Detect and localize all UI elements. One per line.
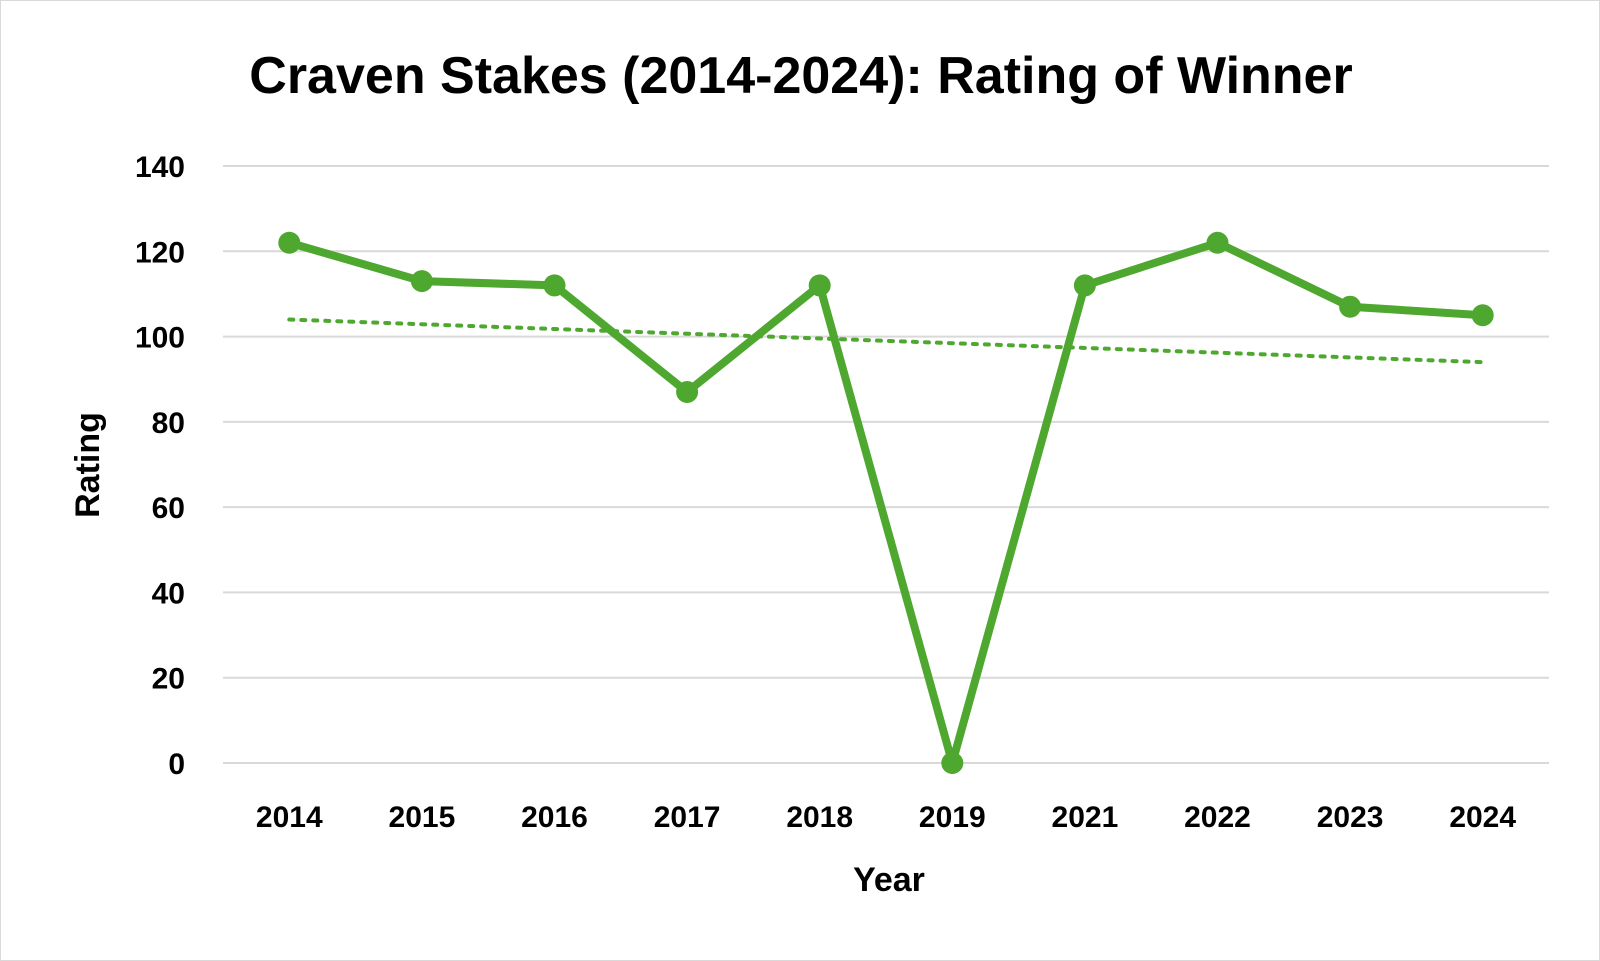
data-point-marker	[410, 270, 433, 293]
y-tick-label: 40	[152, 577, 185, 610]
y-tick-label: 60	[152, 492, 185, 525]
y-tick-label: 20	[152, 663, 185, 696]
gridlines	[223, 165, 1549, 764]
x-tick-label: 2017	[654, 801, 721, 834]
data-point-marker	[1339, 295, 1362, 318]
series-group	[278, 231, 1494, 774]
x-tick-label: 2015	[389, 801, 456, 834]
x-tick-label: 2022	[1184, 801, 1251, 834]
data-point-marker	[543, 274, 566, 297]
data-point-marker	[808, 274, 831, 297]
x-tick-label: 2023	[1317, 801, 1384, 834]
y-tick-label: 80	[152, 407, 185, 440]
trendline	[287, 317, 1485, 365]
x-tick-label: 2021	[1052, 801, 1119, 834]
y-tick-label: 120	[135, 236, 185, 269]
x-tick-label: 2018	[786, 801, 853, 834]
data-point-marker	[1206, 231, 1229, 254]
data-point-marker	[941, 752, 964, 774]
x-tick-label: 2019	[919, 801, 986, 834]
y-tick-label: 140	[135, 151, 185, 184]
data-point-marker	[1471, 304, 1494, 327]
trendline-group	[287, 317, 1485, 365]
y-tick-label: 100	[135, 322, 185, 355]
x-tick-label: 2016	[521, 801, 588, 834]
y-tick-label: 0	[168, 748, 185, 781]
x-tick-label: 2024	[1449, 801, 1516, 834]
data-point-marker	[1073, 274, 1096, 297]
series-line	[285, 238, 1487, 767]
data-point-marker	[278, 231, 301, 254]
y-axis-tick-labels: 0 20 40 60 80 100 120 140	[135, 151, 185, 781]
x-axis-title: Year	[853, 861, 925, 899]
data-point-marker	[676, 381, 699, 404]
y-axis-title: Rating	[69, 412, 107, 518]
chart-title: Craven Stakes (2014-2024): Rating of Win…	[249, 47, 1352, 105]
x-tick-label: 2014	[256, 801, 323, 834]
x-axis-tick-labels: 2014 2015 2016 2017 2018 2019 2021 2022 2023 2024	[256, 801, 1516, 834]
